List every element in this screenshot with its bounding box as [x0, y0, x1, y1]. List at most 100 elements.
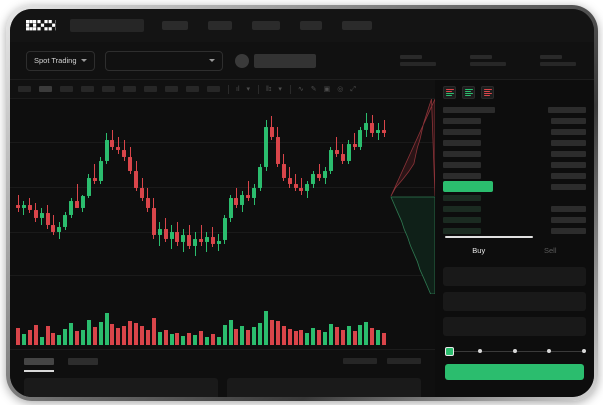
timeframe-0[interactable] — [18, 86, 31, 92]
orderbook-ask-row[interactable] — [443, 137, 586, 148]
camera-icon[interactable]: ▣ — [323, 85, 331, 93]
chevron-down-icon[interactable]: ▾ — [246, 85, 251, 93]
timeframe-3[interactable] — [81, 86, 94, 92]
fullscreen-icon[interactable]: ⤢ — [350, 85, 357, 93]
nav-item-2[interactable] — [252, 21, 280, 30]
orderbook-size — [551, 139, 586, 146]
timeframe-2[interactable] — [60, 86, 73, 92]
orders-card[interactable] — [227, 378, 421, 397]
volume-bar — [92, 327, 97, 345]
candle-wick — [235, 187, 237, 209]
indicators-icon[interactable]: ıl — [236, 85, 240, 93]
okx-logo-icon[interactable] — [26, 20, 56, 31]
candle-body — [16, 204, 20, 209]
amount-field[interactable] — [443, 292, 586, 311]
orders-tab-0[interactable] — [24, 357, 54, 372]
orders-action-0[interactable] — [343, 358, 377, 364]
orderbook-size — [551, 161, 586, 168]
volume-bar — [287, 328, 292, 345]
depth-chart-overlay — [388, 99, 435, 295]
orderbook-ask-row[interactable] — [443, 159, 586, 170]
volume-bar — [216, 337, 221, 345]
slider-stop-25[interactable] — [477, 348, 482, 353]
candle-wick — [300, 177, 302, 195]
orderbook-last-price-row[interactable] — [443, 181, 586, 192]
candle-body — [45, 213, 50, 226]
orderbook-ask-row[interactable] — [443, 170, 586, 181]
chart-gridline — [10, 231, 435, 233]
mode-row — [465, 91, 471, 92]
tab-sell[interactable]: Sell — [515, 239, 587, 261]
nav-item-4[interactable] — [342, 21, 372, 30]
line-tool-icon[interactable]: ∿ — [297, 85, 304, 93]
volume-bar — [358, 324, 363, 345]
asks-only-icon[interactable] — [481, 86, 494, 99]
candle-body — [370, 123, 375, 134]
volume-bar — [364, 321, 369, 345]
orderbook-size — [551, 183, 586, 190]
volume-bar — [281, 325, 286, 345]
timeframe-7[interactable] — [165, 86, 178, 92]
slider-stop-50[interactable] — [512, 348, 517, 353]
total-field[interactable] — [443, 317, 586, 336]
orderbook-ask-row[interactable] — [443, 126, 586, 137]
orderbook-ask-row[interactable] — [443, 148, 586, 159]
timeframe-5[interactable] — [123, 86, 136, 92]
depth-chart-svg — [390, 99, 435, 295]
slider-handle[interactable] — [445, 346, 454, 356]
market-type-dropdown[interactable]: Spot Trading — [26, 50, 95, 71]
bids-only-icon[interactable] — [462, 86, 475, 99]
candle-wick — [206, 232, 208, 253]
volume-bar — [240, 326, 245, 345]
timeframe-4[interactable] — [102, 86, 115, 92]
candle-body — [323, 170, 328, 178]
orders-action-1[interactable] — [387, 358, 421, 364]
price-field[interactable] — [443, 267, 586, 286]
orderbook-bid-row[interactable] — [443, 192, 586, 203]
candle-body — [86, 177, 91, 197]
toolbar-divider — [228, 84, 229, 94]
candle-body — [252, 187, 257, 198]
settings-icon[interactable]: ◎ — [337, 85, 344, 93]
volume-bar — [39, 336, 44, 345]
pencil-icon[interactable]: ✎ — [310, 85, 317, 93]
stat-value — [470, 62, 506, 66]
timeframe-8[interactable] — [186, 86, 199, 92]
candle-body — [104, 140, 109, 161]
nav-item-1[interactable] — [208, 21, 232, 30]
volume-bar — [157, 331, 162, 345]
global-search-input[interactable] — [70, 19, 144, 32]
chevron-down-icon[interactable]: ▾ — [278, 85, 282, 93]
mode-row — [484, 89, 492, 90]
candle-body — [305, 184, 310, 192]
price-chart[interactable] — [10, 99, 435, 349]
orderbook-ask-row[interactable] — [443, 115, 586, 126]
amount-percent-slider[interactable] — [445, 346, 586, 356]
nav-item-0[interactable] — [162, 21, 188, 30]
timeframe-6[interactable] — [144, 86, 157, 92]
timeframe-9[interactable] — [207, 86, 220, 92]
candle-body — [75, 201, 80, 209]
tab-buy[interactable]: Buy — [443, 239, 515, 261]
orderbook-header[interactable] — [443, 104, 586, 115]
submit-buy-button[interactable] — [445, 364, 584, 380]
both-sides-icon[interactable] — [443, 86, 456, 99]
trading-pair-select[interactable] — [104, 50, 223, 71]
candle-body — [187, 235, 192, 246]
candle-body — [33, 209, 38, 219]
orderbook-size — [551, 117, 586, 124]
candlestick-icon[interactable]: ǁɪ — [266, 85, 272, 93]
orders-panel — [10, 349, 435, 397]
orders-card[interactable] — [24, 378, 218, 397]
nav-item-3[interactable] — [300, 21, 322, 30]
orderbook-bid-row[interactable] — [443, 214, 586, 225]
orders-tab-1[interactable] — [68, 357, 98, 365]
slider-stop-75[interactable] — [547, 348, 552, 353]
timeframe-1[interactable] — [39, 86, 52, 92]
orderbook-price — [443, 106, 495, 113]
slider-stop-100[interactable] — [582, 348, 586, 353]
orderbook-bid-row[interactable] — [443, 203, 586, 214]
orderbook-bid-row[interactable] — [443, 225, 586, 236]
volume-bar — [299, 329, 304, 345]
orderbook-trade-panel: Buy Sell — [435, 80, 594, 397]
